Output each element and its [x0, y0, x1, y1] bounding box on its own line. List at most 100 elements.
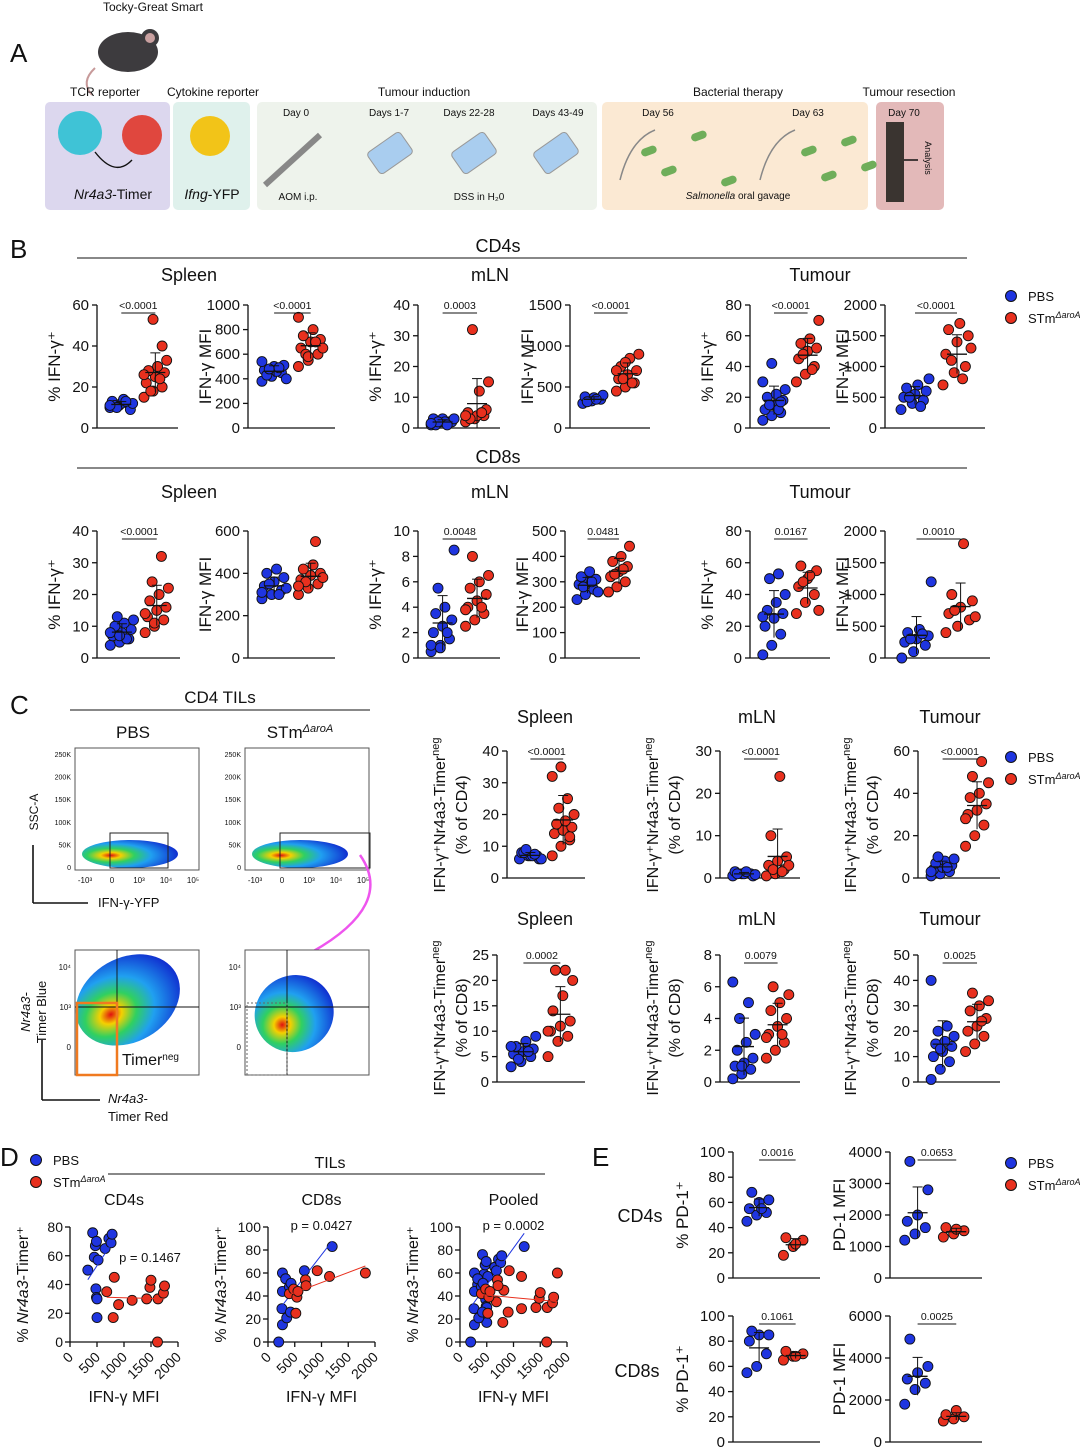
stm-data-point	[964, 1005, 976, 1017]
y-tick-label: 20	[725, 618, 742, 635]
day-label: Day 0	[283, 108, 310, 119]
stm-scatter-point	[300, 1280, 312, 1292]
stm-data-point	[460, 410, 472, 422]
pbs-data-point	[104, 400, 116, 411]
y-tick-label: 30	[393, 328, 410, 345]
y-tick-label: 0	[55, 1334, 63, 1350]
stm-data-point	[483, 376, 494, 388]
pbs-data-point	[934, 1063, 946, 1075]
stm-data-point	[940, 627, 952, 639]
timer-red-protein-icon	[122, 115, 162, 155]
salmonella-bacterium-icon	[861, 160, 877, 172]
y-tick-label: 0	[869, 420, 877, 437]
stm-data-point	[154, 373, 166, 385]
stm-data-point	[555, 761, 567, 773]
stm-data-point	[945, 354, 957, 366]
y-label-sup: neg	[643, 940, 655, 958]
stm-data-point	[976, 1015, 988, 1027]
pbs-data-point	[760, 1348, 772, 1360]
y-tick-label: 300	[532, 574, 557, 591]
panel-letter-e: E	[592, 1142, 609, 1172]
y-axis-label-unit: (% of CD4)	[454, 775, 471, 854]
timeline-stage-box	[257, 102, 597, 210]
y-axis-label: % Nr4a3-Timer⁺	[15, 1226, 32, 1342]
ssc-tick-label: 250K	[225, 752, 242, 759]
day-label: Day 56	[642, 108, 674, 119]
pbs-data-point	[736, 1060, 748, 1072]
y-tick-label: 80	[437, 1242, 453, 1258]
y-tick-label: 0	[874, 1270, 882, 1287]
stm-data-point	[147, 313, 159, 325]
stm-data-point	[297, 563, 309, 575]
stm-data-point	[808, 589, 820, 600]
y-tick-label: 20	[482, 807, 499, 824]
stm-data-point	[969, 830, 981, 842]
stm-scatter-point	[290, 1307, 302, 1319]
timeline-section-label: Cytokine reporter	[167, 85, 259, 99]
stm-sup: ΔaroA	[302, 723, 334, 735]
stm-data-point	[564, 831, 576, 843]
stm-scatter-point	[159, 1280, 170, 1292]
x-tick-label: 1000	[97, 1349, 130, 1382]
y-tick-label: 30	[695, 743, 712, 760]
panel-letter-d: D	[0, 1142, 19, 1172]
y-tick-label: 2000	[849, 1207, 882, 1224]
pbs-data-point	[261, 567, 273, 579]
pbs-data-point	[948, 853, 960, 865]
pbs-data-point	[271, 563, 282, 575]
pbs-data-point	[756, 1203, 767, 1215]
legend-pbs-marker	[30, 1154, 42, 1166]
yfp-tick-label: 0	[110, 876, 115, 885]
y-tick-label: 0	[717, 1270, 725, 1287]
y-tick-label: 30	[72, 555, 89, 572]
y-tick-label: 100	[532, 625, 557, 642]
y-tick-label: 2	[704, 1042, 712, 1059]
pbs-data-point	[448, 544, 460, 556]
timer-tick-label: 10³	[229, 1003, 241, 1012]
y-axis-label: % PD-1⁺	[673, 1345, 692, 1413]
y-tick-label: 10	[472, 1023, 489, 1040]
stm-data-point	[615, 550, 627, 562]
stm-regression-line	[106, 1296, 165, 1300]
y-tick-label: 0	[554, 420, 562, 437]
y-tick-label: 80	[725, 297, 742, 314]
ssc-tick-label: 250K	[55, 752, 72, 759]
p-value: 0.0079	[745, 950, 777, 962]
stm-scatter-point	[492, 1280, 504, 1292]
tissue-title: Spleen	[517, 909, 573, 929]
legend-stm-sup: ΔaroA	[1054, 771, 1080, 781]
y-label-italic: Nr4a3	[15, 1280, 32, 1324]
stm-data-point	[778, 1249, 789, 1261]
pbs-data-point	[581, 396, 593, 408]
y-tick-label: 20	[472, 972, 489, 989]
timeline-section-label: TCR reporter	[70, 85, 140, 99]
stm-data-point	[983, 777, 994, 789]
stm-data-point	[813, 314, 825, 326]
y-tick-label: 4	[704, 1011, 712, 1028]
stm-data-point	[152, 361, 164, 372]
pbs-data-point	[895, 404, 907, 415]
pbs-data-point	[919, 1377, 931, 1389]
y-tick-label: 20	[245, 1311, 261, 1327]
y-tick-label: 10	[72, 618, 89, 635]
y-tick-label: 60	[893, 743, 910, 760]
stm-data-point	[139, 627, 151, 639]
legend-stm-marker	[30, 1176, 42, 1188]
stm-scatter-point	[516, 1270, 527, 1282]
pbs-data-point	[912, 379, 924, 391]
gavage-needle-icon	[619, 129, 656, 181]
stm-data-point	[973, 1000, 985, 1012]
yfp-tick-label: -10³	[78, 876, 93, 885]
stm-data-point	[557, 990, 569, 1002]
y-label-post: -Timer⁺	[405, 1226, 422, 1280]
y-tick-label: 0	[549, 650, 557, 667]
y-axis-label: PD-1 MFI	[830, 1179, 849, 1252]
stm-data-point	[980, 798, 992, 810]
y-tick-label: 0	[869, 650, 877, 667]
x-tick-label: 2000	[348, 1349, 381, 1382]
y-label-main: IFN-γ⁺Nr4a3-Timer	[843, 755, 860, 892]
p-value: 0.0010	[922, 526, 954, 538]
ssc-tick-label: 50K	[59, 842, 72, 849]
pbs-data-point	[764, 573, 775, 585]
stm-data-point	[962, 1025, 974, 1037]
